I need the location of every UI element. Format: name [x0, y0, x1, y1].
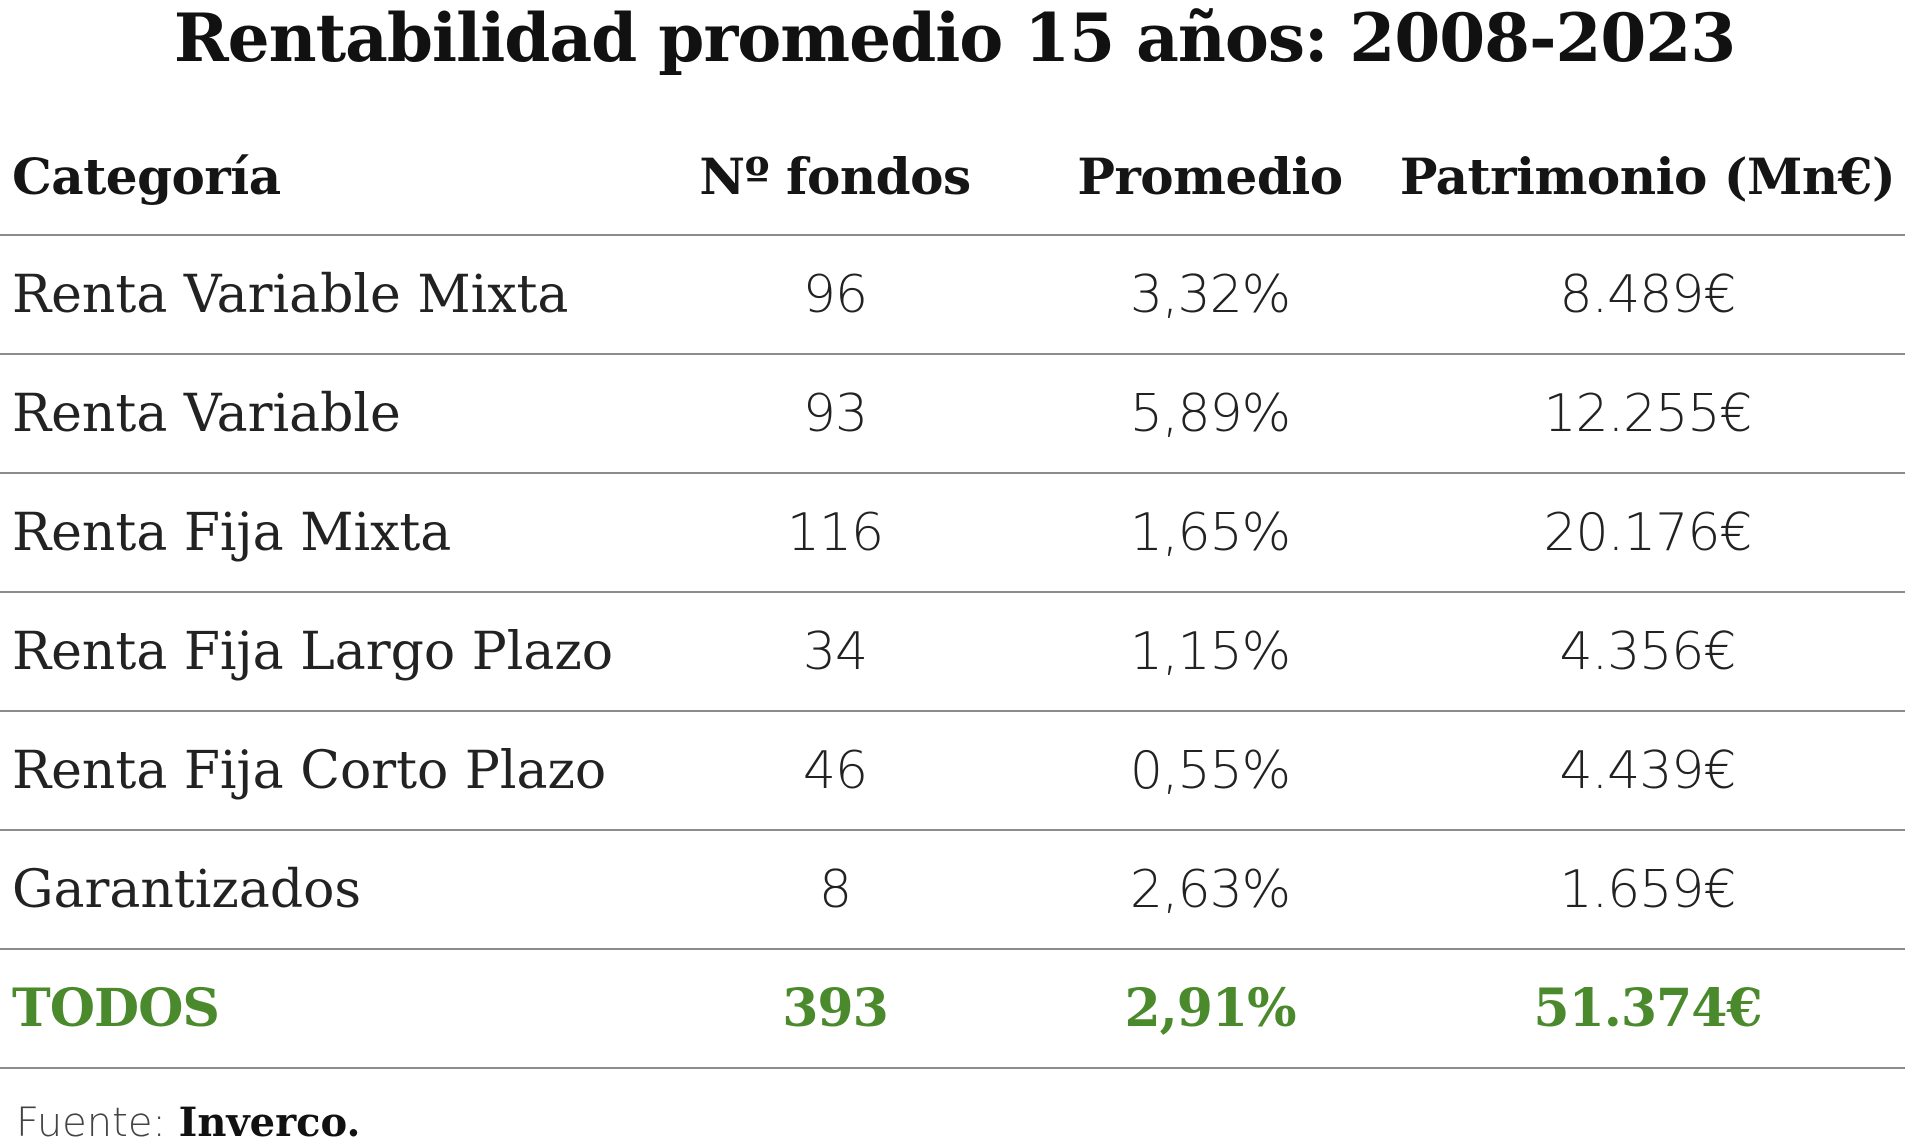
cell-promedio: 1,15% [1030, 592, 1390, 712]
cell-categoria: Renta Fija Mixta [0, 473, 640, 593]
cell-patrimonio: 8.489€ [1390, 235, 1905, 355]
cell-promedio: 1,65% [1030, 473, 1390, 593]
cell-patrimonio: 4.439€ [1390, 711, 1905, 831]
cell-fondos: 34 [640, 592, 1030, 712]
table-row: Renta Variable Mixta 96 3,32% 8.489€ [0, 235, 1905, 355]
column-header-categoria: Categoría [0, 118, 640, 236]
cell-patrimonio: 20.176€ [1390, 473, 1905, 593]
cell-fondos: 96 [640, 235, 1030, 355]
cell-categoria: Renta Fija Largo Plazo [0, 592, 640, 712]
table-row: Garantizados 8 2,63% 1.659€ [0, 830, 1905, 950]
total-categoria: TODOS [0, 949, 640, 1069]
cell-patrimonio: 1.659€ [1390, 830, 1905, 950]
total-promedio: 2,91% [1030, 949, 1390, 1069]
table-row: Renta Fija Corto Plazo 46 0,55% 4.439€ [0, 711, 1905, 831]
table-row: Renta Variable 93 5,89% 12.255€ [0, 354, 1905, 474]
cell-fondos: 93 [640, 354, 1030, 474]
cell-promedio: 0,55% [1030, 711, 1390, 831]
table-row: Renta Fija Mixta 116 1,65% 20.176€ [0, 473, 1905, 593]
header-row: Categoría Nº fondos Promedio Patrimonio … [0, 118, 1905, 236]
cell-promedio: 5,89% [1030, 354, 1390, 474]
cell-categoria: Garantizados [0, 830, 640, 950]
cell-fondos: 46 [640, 711, 1030, 831]
chart-title: Rentabilidad promedio 15 años: 2008-2023 [173, 0, 1736, 77]
source-note: Fuente: Inverco. [16, 1098, 360, 1148]
source-label: Fuente: [16, 1100, 179, 1146]
cell-promedio: 2,63% [1030, 830, 1390, 950]
cell-categoria: Renta Fija Corto Plazo [0, 711, 640, 831]
cell-fondos: 8 [640, 830, 1030, 950]
cell-categoria: Renta Variable Mixta [0, 235, 640, 355]
returns-table: Categoría Nº fondos Promedio Patrimonio … [0, 118, 1905, 1069]
column-header-fondos: Nº fondos [640, 118, 1030, 236]
column-header-promedio: Promedio [1030, 118, 1390, 236]
cell-categoria: Renta Variable [0, 354, 640, 474]
source-name: Inverco. [178, 1099, 361, 1146]
cell-fondos: 116 [640, 473, 1030, 593]
total-patrimonio: 51.374€ [1390, 949, 1905, 1069]
cell-promedio: 3,32% [1030, 235, 1390, 355]
cell-patrimonio: 4.356€ [1390, 592, 1905, 712]
cell-patrimonio: 12.255€ [1390, 354, 1905, 474]
total-row: TODOS 393 2,91% 51.374€ [0, 949, 1905, 1069]
column-header-patrimonio: Patrimonio (Mn€) [1390, 118, 1905, 236]
table-row: Renta Fija Largo Plazo 34 1,15% 4.356€ [0, 592, 1905, 712]
total-fondos: 393 [640, 949, 1030, 1069]
